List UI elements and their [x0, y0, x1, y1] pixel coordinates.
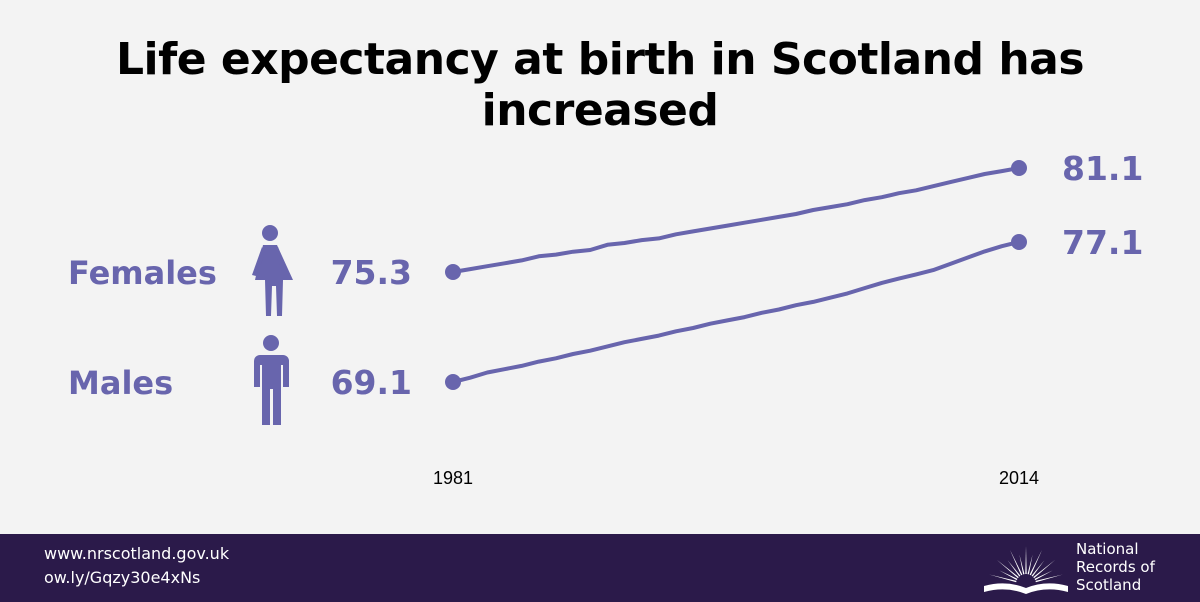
end-point-males: [1011, 234, 1027, 250]
end-value-males: 77.1: [1062, 223, 1143, 262]
footer-bar: www.nrscotland.gov.uk ow.ly/Gqzy30e4xNs …: [0, 534, 1200, 602]
brand-line-3: Scotland: [1076, 576, 1142, 594]
life-expectancy-chart: Females 75.3 81.1 Males 69.1 77.1 1981 2014: [68, 149, 1143, 488]
logo-ray: [999, 570, 1018, 581]
short-link[interactable]: ow.ly/Gqzy30e4xNs: [44, 568, 201, 587]
start-point-males: [445, 374, 461, 390]
brand-line-1: National: [1076, 540, 1139, 558]
x-tick-label-end: 2014: [999, 468, 1039, 488]
logo-ray: [1031, 560, 1045, 577]
logo-ray: [1034, 570, 1053, 581]
logo-ray: [989, 574, 1017, 583]
series-line-males: [451, 240, 1021, 384]
book-sunburst-icon: [984, 546, 1068, 594]
brand-line-2: Records of: [1076, 558, 1155, 576]
series-name-males: Males: [68, 364, 173, 402]
series-name-females: Females: [68, 254, 217, 292]
logo-ray: [1027, 554, 1033, 575]
end-value-females: 81.1: [1062, 149, 1143, 188]
end-point-females: [1011, 160, 1027, 176]
male-person-icon: [254, 335, 289, 425]
logo-ray: [996, 559, 1019, 579]
female-person-icon: [252, 225, 293, 316]
logo-book: [984, 583, 1068, 594]
logo-ray: [1009, 549, 1023, 576]
start-value-females: 75.3: [331, 253, 412, 292]
logo-ray: [1029, 549, 1043, 576]
brand-name: National Records of Scotland: [1076, 540, 1155, 594]
start-point-females: [445, 264, 461, 280]
logo-ray: [1035, 574, 1063, 583]
chart-title: Life expectancy at birth in Scotland has…: [115, 34, 1085, 136]
logo-ray: [1025, 546, 1027, 575]
website-link[interactable]: www.nrscotland.gov.uk: [44, 544, 230, 563]
start-value-males: 69.1: [331, 363, 412, 402]
logo-ray: [1019, 554, 1025, 575]
x-tick-label-start: 1981: [433, 468, 473, 488]
series-line-females: [451, 166, 1021, 274]
logo-ray: [1033, 559, 1056, 579]
logo-ray: [1007, 560, 1021, 577]
